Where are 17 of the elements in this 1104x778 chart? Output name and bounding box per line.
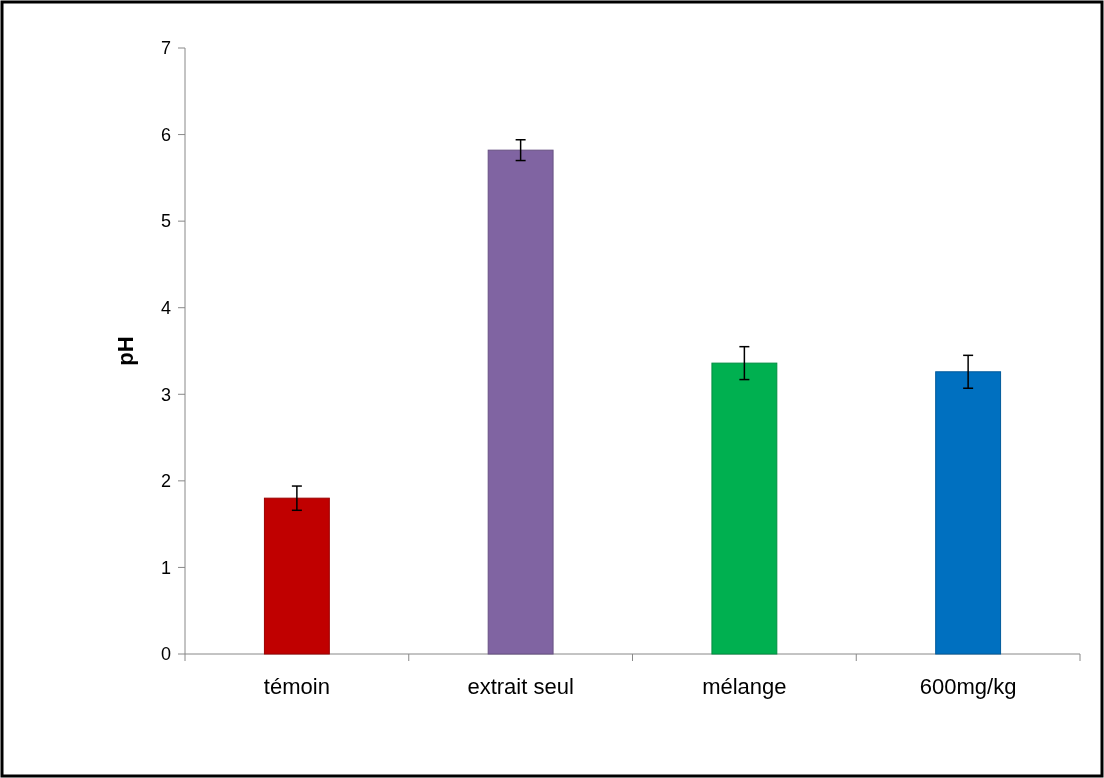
y-tick-label: 1 <box>160 557 171 578</box>
bar <box>935 371 1002 655</box>
bar <box>487 149 554 655</box>
x-tick-label: témoin <box>263 674 330 699</box>
x-tick-label: extrait seul <box>467 674 574 699</box>
y-tick-label: 6 <box>160 124 171 145</box>
y-tick-label: 0 <box>160 644 171 665</box>
bar <box>263 497 330 655</box>
bar <box>711 362 778 655</box>
x-tick-label: 600mg/kg <box>919 674 1017 699</box>
y-axis-title: pH <box>113 336 138 366</box>
y-tick-label: 7 <box>160 38 171 59</box>
y-tick-label: 4 <box>160 298 171 319</box>
y-tick-label: 3 <box>160 384 171 405</box>
y-tick-label: 5 <box>160 211 171 232</box>
x-tick-label: mélange <box>702 674 787 699</box>
y-tick-label: 2 <box>160 471 171 492</box>
